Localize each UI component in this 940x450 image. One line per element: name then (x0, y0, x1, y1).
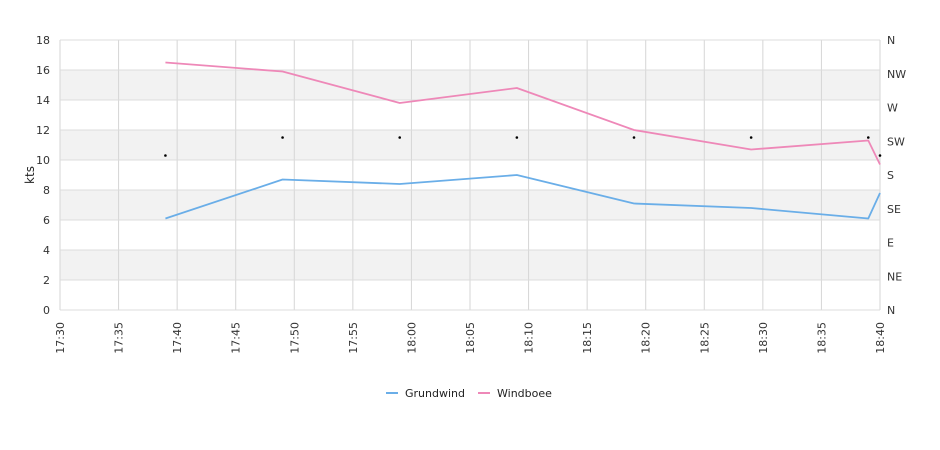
y-tick-label: 8 (43, 184, 50, 197)
x-tick-label: 18:30 (757, 322, 770, 354)
x-tick-label: 17:50 (288, 322, 301, 354)
direction-marker (164, 154, 167, 157)
vertical-gridlines (59, 40, 881, 310)
x-tick-label: 18:15 (581, 322, 594, 354)
direction-marker (398, 136, 402, 139)
y-tick-label: 18 (36, 34, 50, 47)
x-tick-label: 17:55 (347, 322, 360, 354)
direction-tick-label: NE (887, 270, 902, 283)
direction-marker (749, 136, 753, 139)
direction-tick-label: SW (887, 135, 905, 148)
direction-axis-ticks: N NE E SE S SW W NW N (887, 34, 906, 317)
legend-label-grundwind: Grundwind (405, 387, 465, 400)
y-axis-ticks: 0 2 4 6 8 10 12 14 16 18 (36, 34, 50, 317)
y-tick-label: 0 (43, 304, 50, 317)
series-lines (165, 61, 881, 220)
y-axis-title: kts (23, 166, 37, 184)
direction-markers (164, 136, 882, 157)
direction-tick-label: NW (887, 68, 906, 81)
x-tick-label: 18:40 (874, 322, 887, 354)
direction-marker (632, 136, 636, 139)
y-tick-label: 16 (36, 64, 50, 77)
direction-tick-label: N (887, 34, 895, 47)
x-tick-label: 18:10 (523, 322, 536, 354)
series-line-windboee (165, 61, 881, 165)
y-tick-label: 4 (43, 244, 50, 257)
series-line-grundwind (165, 174, 881, 220)
x-tick-label: 18:00 (405, 322, 418, 354)
legend-label-windboee: Windboee (497, 387, 552, 400)
legend: Grundwind Windboee (386, 387, 552, 400)
x-tick-label: 17:30 (54, 322, 67, 354)
y-tick-label: 6 (43, 214, 50, 227)
horizontal-gridlines (60, 39, 880, 311)
x-tick-label: 17:40 (171, 322, 184, 354)
direction-marker (866, 136, 870, 139)
direction-marker (281, 136, 284, 139)
x-tick-label: 18:25 (698, 322, 711, 354)
x-axis-ticks: 17:30 17:35 17:40 17:45 17:50 17:55 18:00 18:05… (54, 322, 887, 354)
y-tick-label: 14 (36, 94, 50, 107)
direction-tick-label: N (887, 304, 895, 317)
direction-tick-label: SE (887, 203, 901, 216)
x-tick-label: 18:35 (815, 322, 828, 354)
x-tick-label: 18:05 (464, 322, 477, 354)
x-tick-label: 17:45 (230, 322, 243, 354)
direction-marker (515, 136, 519, 139)
y-tick-label: 2 (43, 274, 50, 287)
direction-tick-label: W (887, 102, 898, 115)
y-tick-label: 10 (36, 154, 50, 167)
x-tick-label: 17:35 (113, 322, 126, 354)
direction-marker (878, 154, 882, 157)
x-tick-label: 18:20 (640, 322, 653, 354)
y-tick-label: 12 (36, 124, 50, 137)
direction-tick-label: E (887, 237, 894, 250)
direction-tick-label: S (887, 169, 894, 182)
